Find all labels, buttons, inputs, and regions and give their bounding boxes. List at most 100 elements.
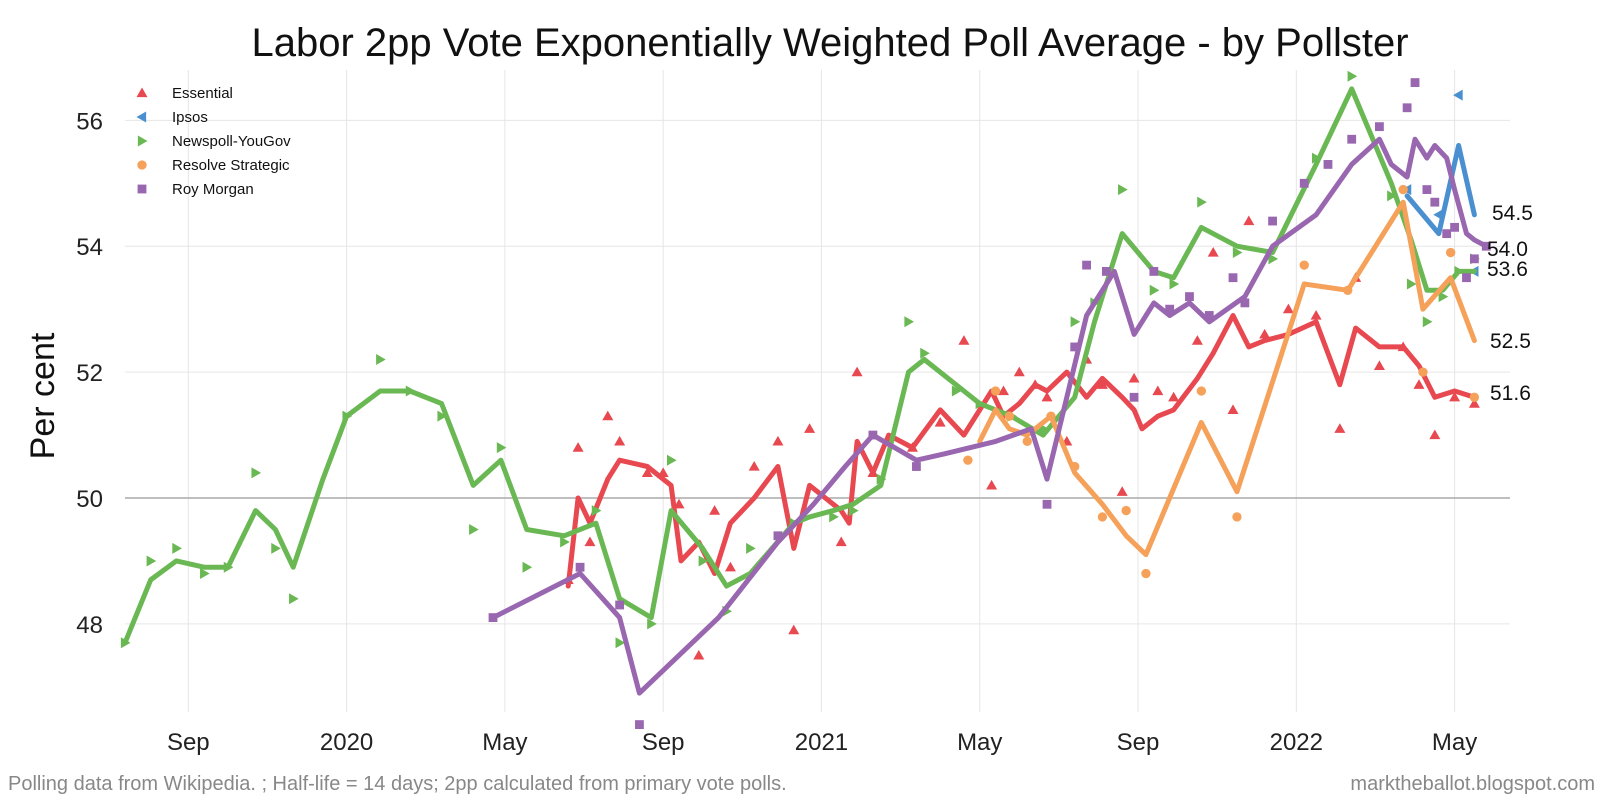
data-point-roy-morgan xyxy=(1101,267,1111,276)
data-point-resolve-strategic xyxy=(963,455,973,465)
data-point-newspoll-yougov xyxy=(1268,253,1279,265)
data-point-newspoll-yougov xyxy=(1387,190,1397,202)
data-point-roy-morgan xyxy=(635,720,644,729)
legend-label-essential: Essential xyxy=(172,85,233,102)
x-tick-label: Sep xyxy=(167,729,210,756)
data-point-roy-morgan xyxy=(1185,292,1194,301)
legend-item-essential: Essential xyxy=(136,85,233,102)
data-point-resolve-strategic xyxy=(1469,392,1480,402)
legend-label-roy-morgan: Roy Morgan xyxy=(172,181,254,198)
data-point-essential xyxy=(1243,215,1255,226)
data-point-newspoll-yougov xyxy=(251,467,262,479)
grid: Sep 2020 May Sep 2021 May Sep 2022 May 48 50 52 54 56 xyxy=(76,70,1510,756)
data-point-newspoll-yougov xyxy=(904,316,915,328)
series-line-ipsos xyxy=(1404,143,1477,237)
data-point-roy-morgan xyxy=(1070,342,1080,352)
legend-item-roy-morgan: Roy Morgan xyxy=(137,181,254,198)
data-point-essential xyxy=(772,435,784,446)
data-point-essential xyxy=(851,366,863,377)
end-label-resolve-strategic: 52.5 xyxy=(1490,330,1531,353)
data-point-roy-morgan xyxy=(1347,134,1357,144)
data-point-essential xyxy=(693,649,705,660)
data-point-essential xyxy=(1152,385,1164,396)
data-point-essential xyxy=(1128,372,1140,383)
series-line-resolve-strategic xyxy=(977,199,1477,558)
series-newspoll-yougov xyxy=(120,70,1480,649)
data-point-resolve-strategic xyxy=(990,386,1001,396)
data-point-resolve-strategic xyxy=(1121,505,1131,516)
data-point-resolve-strategic xyxy=(1418,367,1428,377)
series-layer xyxy=(120,70,1491,729)
data-point-essential xyxy=(1449,391,1461,402)
data-point-newspoll-yougov xyxy=(1232,247,1243,259)
end-label-ipsos: 54.5 xyxy=(1492,202,1533,225)
data-point-newspoll-yougov xyxy=(146,555,157,567)
data-point-newspoll-yougov xyxy=(437,410,448,422)
data-point-essential xyxy=(997,385,1009,396)
series-ipsos xyxy=(1401,89,1479,277)
series-line-roy-morgan xyxy=(490,136,1489,696)
data-point-newspoll-yougov xyxy=(496,442,507,454)
data-point-resolve-strategic xyxy=(1398,184,1408,195)
data-point-newspoll-yougov xyxy=(698,555,709,567)
data-point-newspoll-yougov xyxy=(1149,284,1160,296)
data-point-newspoll-yougov xyxy=(591,505,602,517)
data-point-roy-morgan xyxy=(1375,122,1384,132)
data-point-essential xyxy=(1227,404,1239,415)
data-point-essential xyxy=(641,467,653,477)
y-tick-label: 48 xyxy=(76,612,103,639)
data-point-newspoll-yougov xyxy=(746,542,756,554)
x-tick-label: May xyxy=(1432,729,1477,756)
data-point-essential xyxy=(1191,335,1203,345)
data-point-essential xyxy=(1259,328,1271,339)
data-point-essential xyxy=(1282,303,1294,314)
series-roy-morgan xyxy=(488,78,1491,729)
data-point-newspoll-yougov xyxy=(1406,278,1417,290)
data-point-essential xyxy=(788,624,800,635)
series-line-essential xyxy=(565,313,1477,589)
data-point-newspoll-yougov xyxy=(200,568,210,580)
data-point-roy-morgan xyxy=(615,600,625,610)
data-point-essential xyxy=(572,442,584,452)
data-point-roy-morgan xyxy=(1410,78,1420,87)
data-point-roy-morgan xyxy=(1082,260,1091,270)
data-point-essential xyxy=(958,335,970,345)
data-point-newspoll-yougov xyxy=(172,542,182,554)
x-tick-label: May xyxy=(482,729,527,756)
data-point-newspoll-yougov xyxy=(1118,184,1128,196)
data-point-roy-morgan xyxy=(1165,304,1175,314)
data-point-newspoll-yougov xyxy=(848,505,859,517)
data-point-roy-morgan xyxy=(1268,216,1277,226)
series-essential xyxy=(562,215,1480,660)
data-point-roy-morgan xyxy=(1299,178,1309,188)
data-point-essential xyxy=(1310,309,1322,320)
data-point-roy-morgan xyxy=(1422,185,1432,194)
data-point-newspoll-yougov xyxy=(1347,70,1358,82)
data-point-newspoll-yougov xyxy=(666,454,677,466)
data-point-newspoll-yougov xyxy=(615,637,626,649)
legend-item-ipsos: Ipsos xyxy=(136,109,208,126)
data-point-essential xyxy=(1168,391,1180,402)
data-point-roy-morgan xyxy=(773,531,783,541)
data-point-roy-morgan xyxy=(1462,273,1471,283)
legend-label-newspoll-yougov: Newspoll-YouGov xyxy=(172,133,291,150)
data-point-roy-morgan xyxy=(575,562,585,572)
x-tick-label: Sep xyxy=(1117,729,1160,756)
data-point-essential xyxy=(1468,398,1480,408)
legend: Essential Ipsos Newspoll-YouGov Resolve Str… xyxy=(136,85,291,198)
y-tick-label: 56 xyxy=(76,108,103,135)
data-point-essential xyxy=(1429,429,1441,440)
data-point-resolve-strategic xyxy=(1022,436,1032,447)
data-point-roy-morgan xyxy=(1042,499,1052,509)
data-point-newspoll-yougov xyxy=(829,511,839,523)
y-tick-label: 50 xyxy=(76,486,103,513)
data-point-newspoll-yougov xyxy=(376,354,386,366)
legend-label-ipsos: Ipsos xyxy=(172,109,208,126)
data-point-roy-morgan xyxy=(1204,311,1214,320)
data-point-essential xyxy=(934,416,946,427)
data-point-essential xyxy=(1373,360,1385,370)
data-point-newspoll-yougov xyxy=(469,523,479,535)
data-point-roy-morgan xyxy=(1450,222,1459,232)
data-point-roy-morgan xyxy=(1129,392,1139,402)
